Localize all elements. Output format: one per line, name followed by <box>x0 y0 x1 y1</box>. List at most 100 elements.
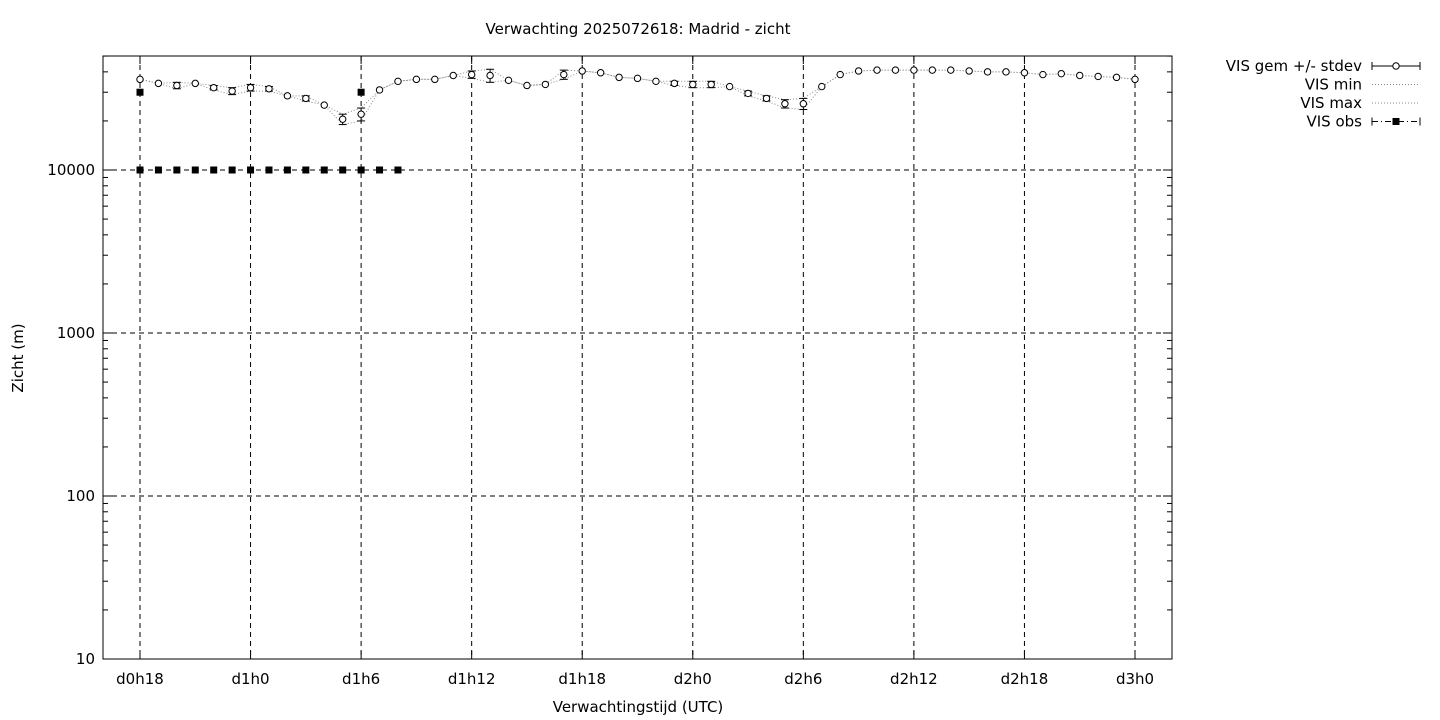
x-axis-ticks: d0h18 d1h0 d1h6 d1h12 d1h18 d2h0 d2h6 d2h12 d2h1… <box>116 56 1154 688</box>
legend-label: VIS max <box>1300 94 1362 112</box>
obs-point <box>394 166 402 174</box>
mean-point <box>154 79 163 88</box>
mean-point <box>818 82 826 91</box>
legend-square <box>1392 118 1400 125</box>
mean-point <box>210 83 218 92</box>
obs-point <box>320 166 328 174</box>
x-tick-label: d2h12 <box>890 670 938 688</box>
obs-point <box>210 166 218 174</box>
mean-point <box>596 69 605 77</box>
mean-point <box>394 77 402 86</box>
mean-point <box>670 79 679 88</box>
mean-point <box>320 101 328 109</box>
obs-point <box>357 166 365 174</box>
mean-point <box>541 80 550 89</box>
mean-point <box>246 83 255 92</box>
mean-point <box>1002 68 1010 76</box>
mean-point <box>891 66 900 74</box>
mean-point <box>431 75 439 84</box>
x-tick-label: d1h18 <box>558 670 606 688</box>
mean-point <box>1020 69 1029 77</box>
mean-point <box>375 86 384 94</box>
obs-point <box>136 166 144 174</box>
mean-point <box>302 94 310 103</box>
mean-point <box>191 79 199 88</box>
mean-point <box>265 85 273 93</box>
mean-point <box>947 66 955 74</box>
mean-point <box>854 67 863 75</box>
obs-point <box>283 166 291 174</box>
mean-point <box>357 110 365 118</box>
obs-point <box>265 166 273 174</box>
obs-point <box>173 166 181 174</box>
mean-point <box>1076 71 1084 80</box>
mean-point <box>873 66 881 74</box>
legend-label: VIS gem +/- stdev <box>1226 57 1362 75</box>
mean-point <box>1131 75 1139 84</box>
y-tick-label: 100 <box>66 487 95 505</box>
mean-point <box>799 100 808 108</box>
mean-point <box>412 75 421 84</box>
mean-point <box>983 68 992 76</box>
mean-point <box>1039 70 1047 79</box>
mean-point <box>338 115 347 123</box>
x-tick-label: d2h6 <box>784 670 822 688</box>
obs-point <box>136 88 144 96</box>
y-minor-ticks <box>103 55 1172 611</box>
mean-point <box>173 81 181 90</box>
x-tick-label: d1h0 <box>231 670 269 688</box>
mean-point <box>1094 72 1102 81</box>
y-tick-label: 1000 <box>57 324 95 342</box>
mean-point <box>1057 69 1065 78</box>
obs-point <box>339 166 347 174</box>
x-tick-label: d1h12 <box>448 670 496 688</box>
mean-point <box>689 80 697 89</box>
y-tick-label: 10 <box>76 650 95 668</box>
obs-point <box>357 88 365 96</box>
mean-point <box>486 71 494 80</box>
mean-point <box>965 67 973 75</box>
x-tick-label: d2h0 <box>674 670 712 688</box>
series-marks <box>136 66 1139 174</box>
x-tick-label: d0h18 <box>116 670 164 688</box>
obs-point <box>376 166 384 174</box>
obs-point <box>302 166 310 174</box>
mean-point <box>633 74 642 83</box>
mean-point <box>228 87 236 95</box>
mean-point <box>283 92 292 100</box>
mean-point <box>725 82 734 91</box>
mean-point <box>836 70 844 79</box>
mean-point <box>449 71 457 80</box>
obs-point <box>228 166 236 174</box>
mean-point <box>928 66 937 74</box>
y-axis-ticks: 10 100 1000 10000 <box>47 161 1172 668</box>
mean-point <box>762 94 771 103</box>
mean-point <box>467 70 476 79</box>
mean-point <box>560 70 568 79</box>
chart-title: Verwachting 2025072618: Madrid - zicht <box>486 20 791 38</box>
mean-point <box>136 75 144 84</box>
grid <box>103 56 1172 659</box>
x-tick-label: d2h18 <box>1001 670 1049 688</box>
mean-point <box>652 77 660 86</box>
mean-point <box>523 81 531 90</box>
x-axis-label: Verwachtingstijd (UTC) <box>553 698 724 716</box>
y-tick-label: 10000 <box>47 161 95 179</box>
legend-label: VIS min <box>1305 76 1362 94</box>
mean-point <box>504 76 513 85</box>
x-tick-label: d1h6 <box>342 670 380 688</box>
legend-label: VIS obs <box>1307 113 1363 131</box>
obs-point <box>247 166 255 174</box>
plot-frame <box>102 55 1173 660</box>
mean-point <box>781 100 789 108</box>
mean-point <box>1112 73 1121 82</box>
legend-circle <box>1392 62 1400 70</box>
obs-point <box>191 166 199 174</box>
mean-point <box>707 80 715 89</box>
mean-point <box>744 89 752 98</box>
x-tick-label: d3h0 <box>1116 670 1154 688</box>
mean-point <box>615 73 623 82</box>
obs-point <box>154 166 162 174</box>
